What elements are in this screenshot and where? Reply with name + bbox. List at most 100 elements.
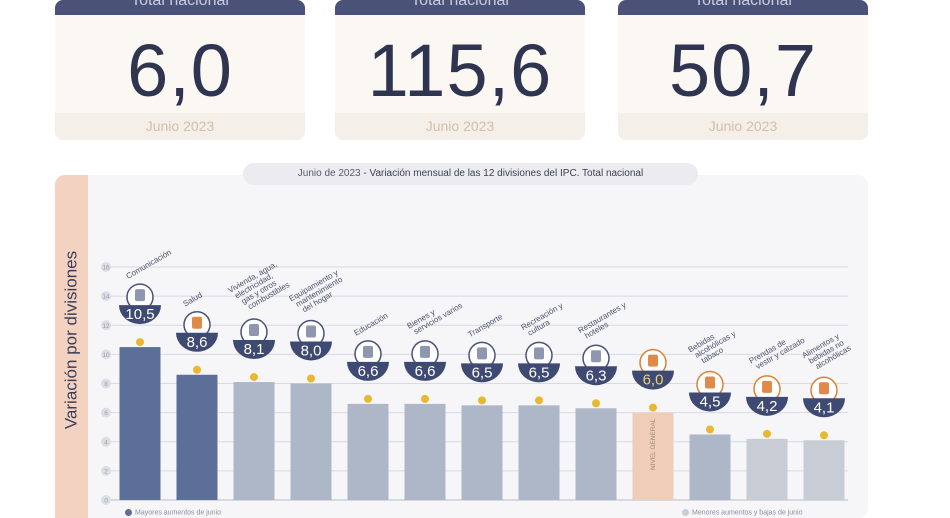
value-badge [632, 370, 674, 390]
value-badge [575, 366, 617, 386]
bar-dot [193, 365, 201, 374]
bar-dot [307, 374, 315, 383]
legend-low: Menores aumentos y bajas de junio [682, 509, 803, 516]
category-label-line: Salud [182, 290, 204, 308]
lightbulb-icon [240, 318, 268, 346]
category-label: Comunicación [125, 248, 173, 281]
bar [290, 383, 332, 500]
y-axis-label-band: Variación por divisiones [55, 175, 88, 518]
value-label: 6,6 [415, 363, 436, 380]
category-label: Alimentos ybebidas noalcohólicas [801, 330, 853, 374]
bar-dot [649, 403, 657, 412]
bar-dot [706, 425, 714, 434]
card-variacion-interanual: Total nacional 50,7 Junio 2023 [618, 0, 868, 140]
bar-dot [364, 394, 372, 403]
bar [119, 347, 161, 500]
category-label: Bienes yservicios varios [406, 294, 464, 338]
bar [689, 434, 731, 500]
value-label: 4,1 [814, 399, 835, 416]
bar [233, 382, 275, 500]
card-header: Total nacional [335, 0, 585, 15]
y-tick-marker [101, 378, 111, 389]
value-badge [746, 396, 788, 416]
value-badge [461, 363, 503, 383]
y-tick-marker [101, 495, 111, 505]
value-label: 4,2 [757, 398, 778, 415]
category-label: Bebidasalcohólicas ytabaco [687, 322, 742, 368]
category-label: Educación [353, 311, 390, 337]
category-label: Prendas devestir y calzado [748, 329, 807, 373]
value-label: 6,5 [472, 364, 493, 381]
chart-title-date: Junio de 2023 [297, 168, 361, 179]
y-tick-label: 6 [104, 410, 108, 417]
chart-title-text: - Variación mensual de las 12 divisiones… [360, 168, 644, 179]
y-tick-label: 0 [104, 498, 108, 505]
y-tick-marker [101, 320, 111, 331]
icon-detail [705, 376, 715, 389]
plate-cutlery-icon [582, 344, 610, 373]
bar [518, 405, 560, 500]
bar [404, 403, 446, 500]
card-value: 115,6 [367, 29, 553, 112]
icon-detail [249, 324, 259, 337]
category-label-line: Comunicación [125, 248, 173, 281]
bar-dot [592, 399, 600, 408]
bar-dot [478, 396, 486, 405]
card-header: Total nacional [618, 0, 868, 15]
value-badge [290, 341, 332, 361]
legend-high-label: Mayores aumentos de junio [135, 509, 221, 517]
value-label: 8,6 [187, 334, 208, 351]
bar [632, 412, 674, 500]
y-tick-label: 2 [104, 468, 108, 475]
card-value: 6,0 [127, 29, 233, 112]
value-badge [347, 361, 389, 381]
category-label: Equipamiento ymantenimientodel hogar [288, 268, 349, 318]
bar-dot [763, 429, 771, 438]
icon-detail [420, 345, 430, 358]
y-tick-label: 4 [104, 439, 108, 446]
y-tick-label: 12 [102, 323, 110, 330]
bar [746, 438, 788, 500]
card-variacion-mensual: Total nacional 6,0 Junio 2023 [55, 0, 305, 140]
icon-detail [363, 345, 373, 358]
bar [176, 374, 218, 500]
value-label: 6,5 [529, 364, 550, 381]
value-badge [233, 340, 275, 360]
value-label: 6,0 [643, 372, 664, 389]
card-header: Total nacional [55, 0, 305, 15]
card-indice: Total nacional 115,6 Junio 2023 [335, 0, 585, 140]
shopping-basket-icon [639, 348, 667, 377]
bar-dot [421, 394, 429, 403]
chart-title: Junio de 2023 - Variación mensual de las… [243, 163, 698, 185]
y-tick-marker [101, 407, 111, 418]
bar-dot [820, 431, 828, 440]
value-badge [518, 363, 560, 383]
y-tick-label: 16 [102, 265, 110, 272]
value-badge [119, 305, 161, 325]
category-label: Recreación ycultura [520, 301, 569, 339]
bar [461, 405, 503, 500]
bar [803, 440, 845, 500]
category-label: Salud [182, 290, 204, 308]
icon-detail [135, 289, 145, 302]
legend-high: Mayores aumentos de junio [125, 509, 221, 516]
value-badge [689, 392, 731, 412]
y-tick-label: 8 [104, 381, 108, 388]
y-tick-marker [101, 465, 111, 476]
icon-detail [591, 350, 601, 363]
value-badge [803, 398, 845, 418]
y-tick-marker [101, 436, 111, 447]
value-label: 8,1 [244, 341, 265, 358]
legend-swatch [682, 509, 689, 516]
value-label: 8,0 [301, 343, 322, 360]
bar [347, 403, 389, 500]
y-tick-label: 10 [102, 352, 110, 359]
bar-dot [250, 373, 258, 382]
y-tick-label: 14 [102, 294, 110, 301]
value-label: 4,5 [700, 393, 721, 410]
medical-cross-icon [183, 311, 211, 339]
icon-detail [192, 316, 202, 329]
general-bar-label: NIVEL GENERAL [650, 418, 657, 470]
legend-low-label: Menores aumentos y bajas de junio [692, 509, 803, 517]
